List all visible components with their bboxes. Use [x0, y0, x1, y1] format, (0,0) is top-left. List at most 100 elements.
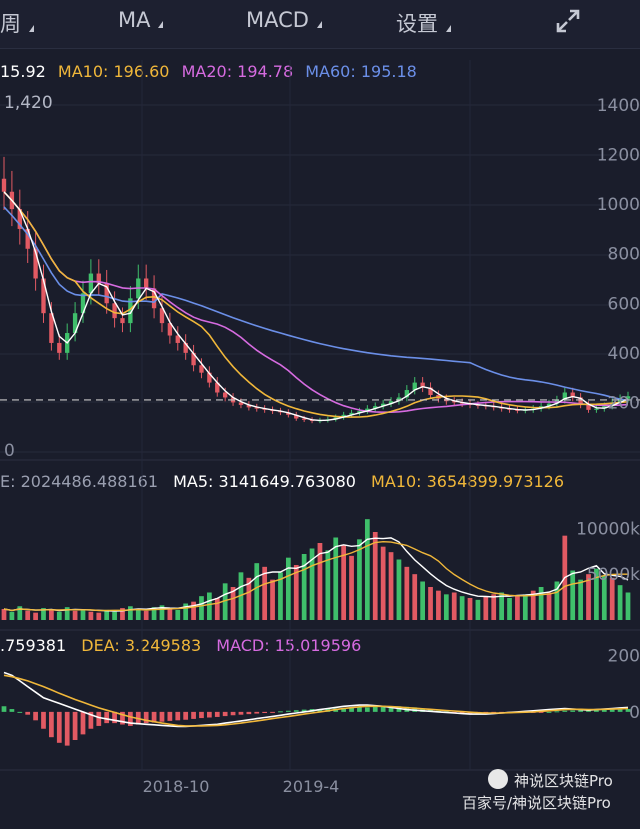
macd-bar	[254, 711, 260, 714]
macd-bar	[586, 710, 591, 712]
macd-bar	[183, 711, 189, 720]
macd-bar	[609, 709, 615, 712]
ma10-line	[3, 191, 629, 418]
ma-selector[interactable]: MA	[118, 8, 164, 32]
x-tick-label: 2018-10	[143, 777, 210, 796]
period-selector[interactable]: 周	[0, 8, 34, 38]
period-caret-icon	[29, 25, 34, 32]
macd-bar	[262, 711, 268, 713]
volume-bar	[317, 543, 323, 620]
volume-bar	[601, 576, 607, 620]
y-tick-label: 1400	[597, 96, 640, 116]
ma5-line	[3, 191, 629, 422]
volume-bar	[546, 592, 552, 620]
volume-bar	[128, 606, 133, 620]
macd-label: MACD	[246, 8, 309, 32]
candle-body	[349, 412, 354, 415]
volume-bar	[609, 577, 615, 620]
macd-bar	[293, 710, 299, 712]
volume-bar	[56, 611, 62, 620]
volume-bar	[246, 577, 252, 620]
volume-bar	[451, 592, 457, 620]
ma-legend: 15.92 MA10: 196.60 MA20: 194.78 MA60: 19…	[0, 62, 424, 81]
macd-selector[interactable]: MACD	[246, 8, 322, 32]
candle-body	[373, 406, 378, 409]
macd-bar	[167, 711, 173, 721]
volume-bar	[515, 596, 520, 620]
candle-body	[546, 403, 552, 407]
volume-bar	[135, 609, 141, 620]
volume-bar	[309, 548, 315, 620]
volume-bar	[270, 579, 275, 620]
volume-bar	[41, 608, 46, 620]
candle-body	[57, 342, 62, 353]
macd-bar	[56, 711, 62, 743]
volume-bar	[72, 610, 78, 620]
macd-bar	[538, 711, 544, 713]
macd-bar	[96, 711, 102, 726]
candle-body	[144, 278, 149, 289]
candle-body	[167, 323, 173, 336]
chart-toolbar: 周 MA MACD 设置	[0, 0, 640, 49]
macd-legend: .759381 DEA: 3.249583 MACD: 15.019596	[0, 636, 371, 655]
volume-bar	[467, 598, 473, 620]
macd-bar	[214, 711, 220, 717]
candle-body	[412, 382, 417, 391]
expand-icon[interactable]	[555, 8, 581, 34]
volume-bar	[49, 609, 54, 620]
y-tick-label: 1000	[597, 195, 640, 215]
macd-bar	[317, 709, 323, 712]
volume-bar	[25, 610, 31, 620]
volume-bar	[120, 608, 125, 620]
settings-button[interactable]: 设置	[396, 8, 451, 38]
candle-body	[396, 397, 402, 402]
volume-bar	[404, 566, 410, 620]
volume-bar	[206, 592, 212, 620]
macd-bar	[562, 710, 568, 712]
candle-body	[625, 396, 631, 399]
macd-bar	[25, 711, 31, 715]
volume-bar	[175, 609, 181, 620]
candle-body	[183, 342, 188, 353]
macd-bar	[459, 711, 465, 713]
volume-bar	[167, 608, 173, 620]
ma20-value: MA20: 194.78	[181, 62, 294, 81]
candle-body	[222, 392, 228, 398]
macd-bar	[112, 711, 117, 724]
macd-bar	[128, 711, 133, 726]
volume-legend: E: 2024486.488161 MA5: 3141649.763080 MA…	[0, 472, 574, 491]
volume-bar	[586, 574, 591, 620]
dea-value: DEA: 3.249583	[81, 636, 202, 655]
macd-bar	[175, 711, 181, 721]
candle-body	[594, 408, 599, 410]
macd-bar	[17, 711, 23, 713]
macd-bar	[357, 707, 362, 712]
macd-bar	[278, 711, 283, 713]
macd-bar	[301, 709, 307, 712]
volume-bar	[570, 570, 576, 620]
candle-body	[175, 335, 180, 343]
candle-body	[215, 382, 220, 393]
volume-bar	[112, 611, 117, 620]
macd-bar	[601, 709, 607, 712]
macd-bar	[88, 711, 94, 729]
volume-ma10-line	[3, 540, 628, 612]
ma-label: MA	[118, 8, 151, 32]
volume-tick-label: 5000k	[587, 565, 640, 585]
volume-bar	[443, 594, 449, 620]
candle-body	[120, 318, 125, 324]
volume-bar	[33, 612, 38, 620]
volume-bar	[357, 539, 362, 620]
candle-body	[586, 404, 591, 410]
y-tick-label: 800	[608, 245, 640, 265]
candle-body	[246, 404, 252, 408]
macd-bar	[33, 711, 38, 721]
volume-bar	[17, 606, 23, 620]
volume-bar	[199, 596, 204, 620]
volume-bar	[420, 581, 426, 620]
volume-bar	[475, 599, 481, 620]
volume-bar	[522, 594, 528, 620]
volume-bar	[159, 605, 165, 620]
volume-bar	[191, 601, 196, 620]
